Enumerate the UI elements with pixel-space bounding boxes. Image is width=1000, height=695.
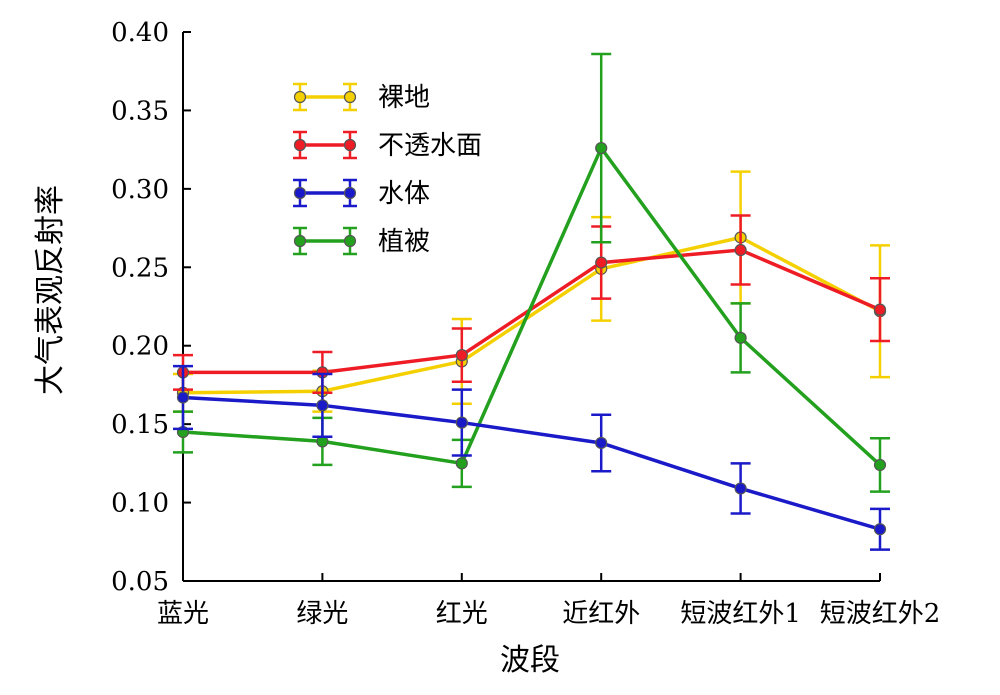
data-point [734,331,747,344]
data-point [316,399,329,412]
x-tick-label: 绿光 [296,599,348,629]
data-point [595,256,608,269]
x-tick-label: 红光 [436,599,488,629]
legend-label: 裸地 [378,83,430,113]
data-point [873,303,887,316]
legend-marker [293,90,307,104]
x-tick-label: 短波红外1 [680,599,801,629]
y-tick-label: 0.10 [111,489,169,519]
legend-marker [343,186,357,200]
axes: 0.05 0.10 0.15 0.20 0.25 0.30 0.35 0.40 蓝光 绿光 红光 近红… [111,18,940,629]
data-point [873,458,887,472]
x-tick-label: 近红外 [562,599,640,629]
data-point [595,436,608,450]
legend-item: 水体 [293,178,430,209]
legend-label: 不透水面 [378,131,482,161]
legend-label: 水体 [378,179,430,209]
y-tick-label: 0.15 [111,410,169,440]
series-2 [173,364,890,551]
legend-marker [293,186,307,200]
y-tick-label: 0.35 [111,96,169,126]
y-axis-title: 大气表观反射率 [33,185,68,395]
y-tick-label: 0.20 [111,332,169,362]
x-axis-title: 波段 [500,643,560,678]
data-point [455,457,468,470]
x-tick-label: 蓝光 [157,599,209,629]
series-line [183,248,881,375]
data-point [176,391,190,404]
legend-marker [343,234,357,248]
data-point [595,141,608,155]
series-layer [173,52,890,551]
series-line [182,144,882,467]
legend-item: 植被 [293,226,430,257]
legend-marker [293,138,307,152]
data-point [734,482,747,495]
legend-item: 裸地 [293,82,430,113]
legend-marker [293,234,307,248]
series-3 [173,52,890,493]
y-tick-label: 0.05 [111,567,169,597]
y-tick-label: 0.30 [111,175,169,205]
y-tick-label: 0.40 [111,18,169,48]
data-point [873,523,887,536]
data-point [734,243,747,257]
legend-label: 植被 [378,227,430,257]
x-tick-label: 短波红外2 [820,599,941,629]
series-line [182,235,881,395]
legend-marker [343,90,357,104]
y-tick-label: 0.25 [111,253,169,283]
series-line [182,395,881,531]
data-point [455,416,468,429]
legend-item: 不透水面 [293,130,482,161]
legend-marker [343,138,357,152]
data-point [455,349,468,362]
